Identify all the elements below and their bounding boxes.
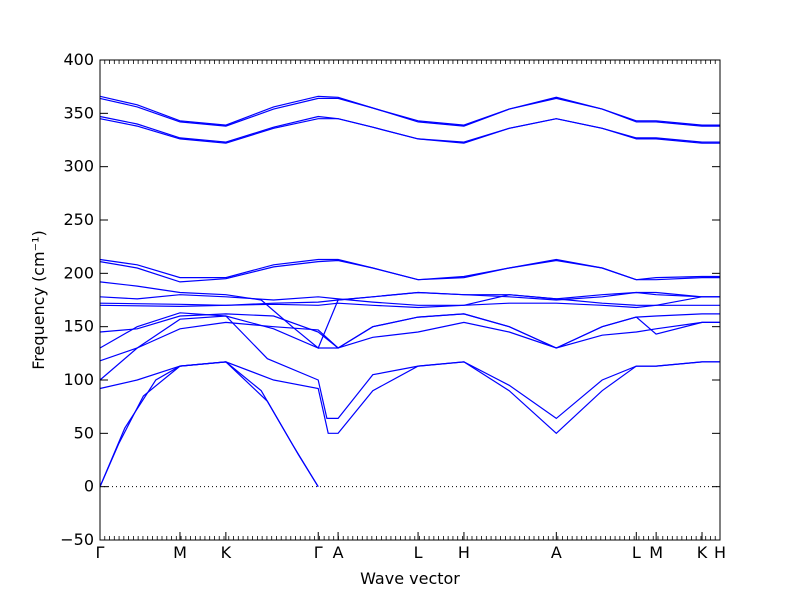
x-tick-label: M <box>649 543 663 562</box>
y-tick-label: 0 <box>84 477 94 496</box>
band-line-12 <box>99 259 720 283</box>
y-tick-label: 400 <box>63 50 94 69</box>
band-line-4 <box>99 315 720 420</box>
y-tick-label: 300 <box>63 157 94 176</box>
x-tick-label: L <box>414 543 423 562</box>
plot-frame <box>99 59 721 541</box>
x-tick-label: A <box>551 543 562 562</box>
x-tick-label: K <box>221 543 232 562</box>
band-line-7 <box>99 313 720 349</box>
x-tick-label: H <box>458 543 470 562</box>
x-tick-label: K <box>697 543 708 562</box>
x-axis-label: Wave vector <box>360 569 460 588</box>
band-line-10 <box>99 294 720 306</box>
y-tick-label: 150 <box>63 317 94 336</box>
y-tick-label: 50 <box>74 423 94 442</box>
y-axis-label: Frequency (cm⁻¹) <box>29 230 48 369</box>
y-tick-label: 100 <box>63 370 94 389</box>
band-line-9 <box>99 291 720 306</box>
band-line-17 <box>99 95 720 126</box>
x-tick-label: L <box>632 543 641 562</box>
band-line-16 <box>99 97 720 127</box>
x-tick-label: H <box>714 543 726 562</box>
band-line-5 <box>99 321 720 362</box>
x-tick-label: Γ <box>314 543 323 562</box>
x-tick-label: M <box>173 543 187 562</box>
band-line-8 <box>99 302 720 309</box>
x-tick-label: Γ <box>96 543 105 562</box>
band-line-3 <box>99 361 720 435</box>
band-line-15 <box>99 115 720 143</box>
y-tick-label: 250 <box>63 210 94 229</box>
y-tick-label: 200 <box>63 263 94 282</box>
band-line-13 <box>99 258 720 281</box>
y-tick-label: −50 <box>60 530 94 549</box>
y-tick-label: 350 <box>63 103 94 122</box>
x-tick-label: A <box>333 543 344 562</box>
band-line-11 <box>99 281 720 349</box>
